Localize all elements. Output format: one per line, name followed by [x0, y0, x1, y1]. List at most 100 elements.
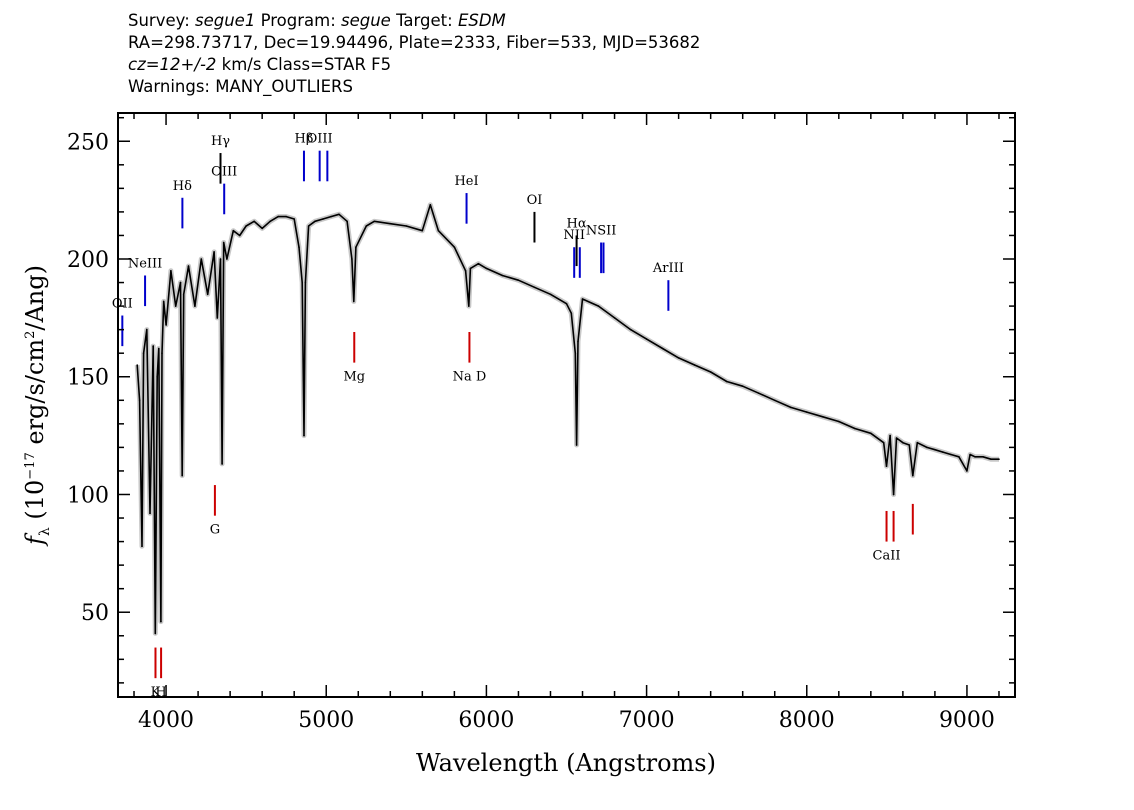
emission-line-label: ArIII — [652, 261, 684, 276]
spectrum-point — [389, 222, 392, 225]
spectrum-point — [221, 463, 223, 465]
spectrum-point — [661, 347, 664, 350]
spectrum-point — [160, 620, 162, 623]
x-tick-label: 6000 — [458, 708, 514, 733]
spectrum-point — [570, 312, 573, 315]
spectrum-point — [355, 246, 357, 248]
spectrum-point — [194, 305, 196, 307]
spectrum-point — [421, 229, 424, 232]
spectrum-point — [838, 420, 840, 423]
spectrum-point — [709, 371, 712, 373]
y-tick-label: 200 — [67, 248, 109, 273]
spectrum-point — [269, 220, 272, 223]
spectrum-point — [165, 324, 167, 326]
spectrum-point — [806, 411, 808, 413]
class-text: km/s Class=STAR F5 — [216, 55, 392, 74]
spectrum-point — [468, 305, 470, 307]
spectrum-point — [629, 328, 632, 331]
absorption-line-label: G — [210, 523, 220, 538]
svg-text:fλ (10−17 erg/s/cm2/Ang): fλ (10−17 erg/s/cm2/Ang) — [21, 265, 53, 547]
y-tick-label: 100 — [67, 483, 109, 508]
spectrum-point — [485, 267, 488, 270]
spectrum-point — [577, 340, 579, 343]
spectrum-point — [942, 451, 944, 453]
spectrum-point — [908, 444, 911, 446]
spectrum-point — [222, 241, 225, 244]
header-line-survey: Survey: segue1 Program: segue Target: ES… — [128, 10, 700, 32]
spectrum-point — [136, 364, 138, 366]
spectrum-point — [854, 427, 856, 430]
target-value: ESDM — [457, 11, 506, 30]
x-tick-label: 8000 — [779, 708, 835, 733]
spectrum-point — [346, 220, 348, 223]
x-tick-label: 4000 — [138, 708, 194, 733]
spectrum-point — [158, 347, 160, 350]
emission-line-label: Hβ — [295, 132, 314, 147]
spectrum-point — [934, 448, 936, 451]
spectrum-point — [882, 441, 885, 444]
redshift-value: cz=12+/-2 — [128, 55, 217, 74]
target-label: Target: — [390, 11, 458, 30]
spectrum-point — [597, 305, 600, 307]
spectrum-error-band — [134, 202, 999, 636]
spectrum-point — [574, 352, 577, 355]
x-tick-label: 7000 — [619, 708, 675, 733]
spectrum-point — [351, 258, 353, 260]
absorption-line-label: H — [155, 685, 166, 700]
spectrum-point — [146, 328, 148, 331]
spectrum-point — [902, 441, 904, 444]
spectrum-point — [501, 274, 504, 277]
x-tick-label: 5000 — [298, 708, 354, 733]
spectrum-point — [613, 317, 616, 319]
axes-layer: 4000 5000 6000 7000 8000 9000 50 100 150 200 250 — [67, 112, 1016, 733]
spectrum-point — [889, 434, 891, 437]
header-line-redshift: cz=12+/-2 km/s Class=STAR F5 — [128, 54, 700, 76]
spectrum-point — [533, 286, 536, 289]
spectrum-point — [916, 441, 919, 444]
spectrum-point — [179, 281, 182, 284]
spectrum-point — [161, 352, 163, 355]
spectrum-point — [790, 406, 792, 409]
spectrum-point — [892, 493, 895, 496]
spectrum-point — [464, 270, 467, 272]
spectrum-point — [200, 258, 203, 260]
spectrum-point — [365, 225, 368, 227]
emission-line-label: NSII — [586, 224, 617, 239]
spectrum-point — [307, 225, 310, 227]
spectrum-point — [966, 470, 968, 472]
spectrum-point — [437, 229, 440, 232]
spectrum-point — [517, 279, 520, 282]
spectrum-point — [645, 338, 648, 340]
spectrum-point — [213, 251, 215, 253]
spectrum-point — [958, 456, 960, 458]
spectrum-point — [174, 305, 177, 307]
spectrum-point — [314, 220, 316, 223]
absorption-line-label: K — [151, 685, 161, 700]
y-tick-label: 50 — [81, 601, 109, 626]
survey-label: Survey: — [128, 11, 195, 30]
spectrum-point — [773, 399, 776, 402]
spectrum-point — [549, 293, 552, 296]
spectrum-point — [693, 364, 696, 366]
spectrum-point — [219, 258, 222, 260]
spectrum-point — [677, 357, 680, 359]
spectrum-point — [298, 246, 300, 248]
spectrum-point — [870, 432, 872, 435]
spectrum-point — [982, 456, 984, 458]
absorption-line-label: Mg — [343, 370, 365, 385]
y-axis-title: fλ (10−17 erg/s/cm2/Ang) — [21, 265, 53, 547]
emission-line-label: OII — [112, 297, 133, 312]
emission-line-label: Hα — [567, 216, 587, 231]
series-layer — [134, 202, 1000, 636]
emission-line-label: NeIII — [128, 256, 162, 271]
y-tick-label: 150 — [67, 366, 109, 391]
emission-line-label: Hδ — [173, 179, 192, 194]
header-line-warnings: Warnings: MANY_OUTLIERS — [128, 77, 353, 96]
spectrum-point — [285, 215, 288, 218]
spectrum-point — [330, 215, 332, 218]
spectrum-point — [477, 262, 480, 265]
spectrum-header: Survey: segue1 Program: segue Target: ES… — [128, 10, 700, 98]
spectrum-point — [253, 220, 255, 223]
